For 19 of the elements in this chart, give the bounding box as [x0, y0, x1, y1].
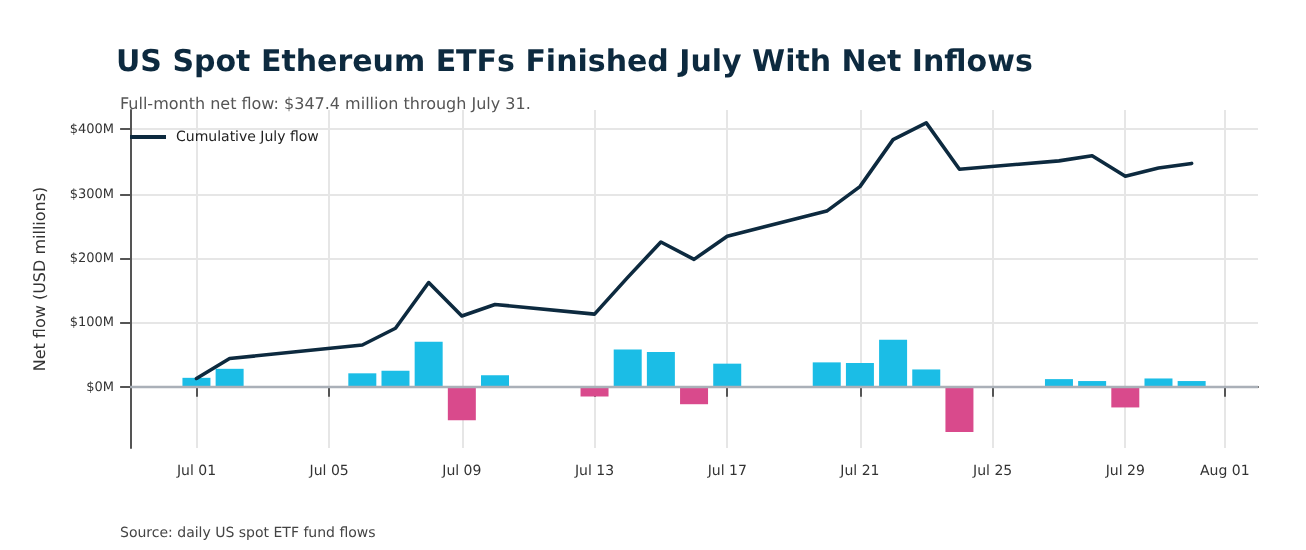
bar: [812, 362, 841, 387]
bar: [945, 386, 974, 432]
chart-title: US Spot Ethereum ETFs Finished July With Net Inflows: [116, 43, 1033, 79]
y-axis-title: Net flow (USD millions): [31, 186, 49, 372]
bar: [845, 363, 874, 387]
bar: [381, 370, 410, 387]
bar: [912, 369, 941, 387]
bar: [481, 375, 510, 387]
chart-subtitle: Full-month net flow: $347.4 million through July 31.: [120, 95, 531, 113]
bar: [613, 349, 642, 387]
bar: [215, 368, 244, 387]
bar: [1111, 386, 1140, 408]
bar: [447, 386, 476, 421]
bar: [414, 341, 443, 387]
bar: [646, 352, 675, 387]
bar: [680, 386, 709, 405]
bar: [879, 339, 908, 387]
bar: [348, 373, 377, 387]
bar: [713, 363, 742, 387]
